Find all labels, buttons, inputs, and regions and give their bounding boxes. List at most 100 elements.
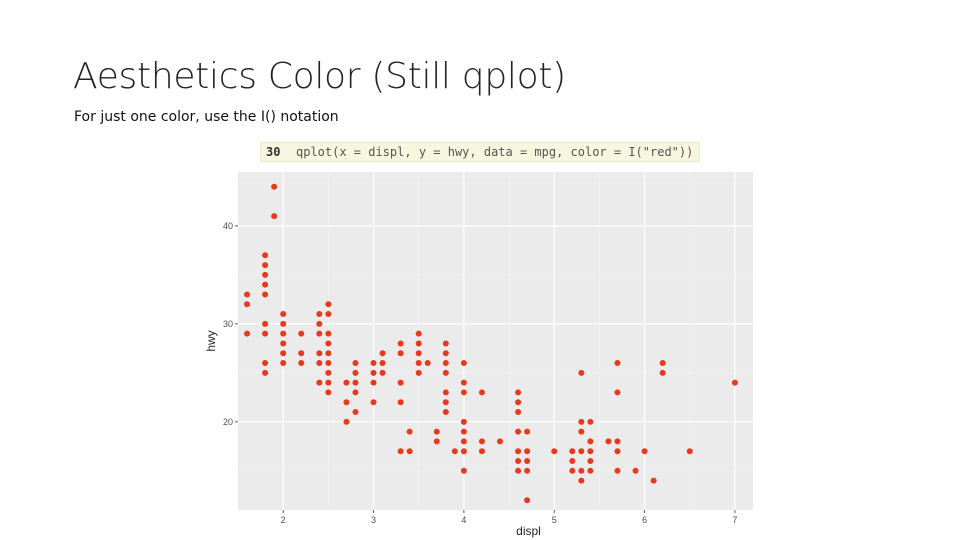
data-point bbox=[262, 291, 269, 298]
data-point bbox=[406, 428, 413, 435]
data-point bbox=[433, 428, 440, 435]
data-point bbox=[262, 360, 269, 367]
data-point bbox=[244, 291, 251, 298]
slide-title: Aesthetics Color (Still qplot) bbox=[73, 56, 566, 97]
data-point bbox=[524, 428, 531, 435]
data-point bbox=[316, 330, 323, 337]
data-point bbox=[397, 399, 404, 406]
data-point bbox=[316, 320, 323, 327]
x-tick-label: 5 bbox=[552, 515, 557, 525]
data-point bbox=[515, 409, 522, 416]
data-point bbox=[280, 360, 287, 367]
data-point bbox=[352, 360, 359, 367]
data-point bbox=[370, 379, 377, 386]
data-point bbox=[460, 418, 467, 425]
scatter-plot: 2 3 4 5 6 7 20 30 40 displ hwy bbox=[203, 162, 754, 540]
data-point bbox=[397, 448, 404, 455]
data-point bbox=[524, 497, 531, 504]
data-point bbox=[325, 301, 332, 308]
x-tick-label: 7 bbox=[732, 515, 737, 525]
data-point bbox=[316, 360, 323, 367]
data-point bbox=[442, 409, 449, 416]
data-point bbox=[415, 360, 422, 367]
data-point bbox=[325, 360, 332, 367]
data-point bbox=[280, 340, 287, 347]
data-point bbox=[244, 330, 251, 337]
data-point bbox=[731, 379, 738, 386]
x-tick-label: 3 bbox=[371, 515, 376, 525]
data-point bbox=[262, 369, 269, 376]
data-point bbox=[478, 448, 485, 455]
data-point bbox=[370, 360, 377, 367]
data-point bbox=[632, 467, 639, 474]
data-point bbox=[478, 389, 485, 396]
data-point bbox=[433, 438, 440, 445]
data-point bbox=[262, 330, 269, 337]
data-point bbox=[650, 477, 657, 484]
data-point bbox=[298, 330, 305, 337]
data-point bbox=[641, 448, 648, 455]
data-point bbox=[578, 467, 585, 474]
data-point bbox=[343, 399, 350, 406]
data-point bbox=[578, 369, 585, 376]
data-point bbox=[587, 458, 594, 465]
data-point bbox=[343, 379, 350, 386]
data-point bbox=[442, 399, 449, 406]
data-point bbox=[442, 350, 449, 357]
data-point bbox=[280, 330, 287, 337]
data-point bbox=[659, 369, 666, 376]
data-point bbox=[497, 438, 504, 445]
data-point bbox=[605, 438, 612, 445]
x-tick-label: 2 bbox=[281, 515, 286, 525]
data-point bbox=[352, 409, 359, 416]
code-line: 30 qplot(x = displ, y = hwy, data = mpg, … bbox=[260, 142, 700, 162]
data-point bbox=[262, 281, 269, 288]
data-point bbox=[343, 418, 350, 425]
data-point bbox=[515, 467, 522, 474]
data-point bbox=[271, 183, 278, 190]
data-point bbox=[352, 369, 359, 376]
data-point bbox=[280, 320, 287, 327]
data-point bbox=[370, 369, 377, 376]
data-point bbox=[524, 467, 531, 474]
data-point bbox=[316, 311, 323, 318]
y-tick-label: 40 bbox=[223, 221, 233, 231]
slide-subtitle: For just one color, use the I() notation bbox=[74, 109, 339, 125]
x-axis-title: displ bbox=[516, 524, 541, 538]
x-tick-label: 4 bbox=[461, 515, 466, 525]
data-point bbox=[397, 379, 404, 386]
data-point bbox=[460, 360, 467, 367]
data-point bbox=[442, 389, 449, 396]
data-point bbox=[262, 271, 269, 278]
data-point bbox=[686, 448, 693, 455]
data-point bbox=[460, 467, 467, 474]
data-point bbox=[397, 350, 404, 357]
data-point bbox=[379, 369, 386, 376]
data-point bbox=[460, 379, 467, 386]
data-point bbox=[415, 340, 422, 347]
data-point bbox=[271, 213, 278, 220]
data-point bbox=[325, 350, 332, 357]
data-point bbox=[379, 350, 386, 357]
data-point bbox=[451, 448, 458, 455]
data-point bbox=[515, 448, 522, 455]
data-point bbox=[515, 458, 522, 465]
data-point bbox=[578, 428, 585, 435]
data-point bbox=[524, 458, 531, 465]
data-point bbox=[325, 330, 332, 337]
data-point bbox=[569, 458, 576, 465]
data-point bbox=[352, 389, 359, 396]
data-point bbox=[578, 448, 585, 455]
data-point bbox=[325, 340, 332, 347]
data-point bbox=[244, 301, 251, 308]
data-point bbox=[370, 399, 377, 406]
data-point bbox=[280, 311, 287, 318]
data-point bbox=[551, 448, 558, 455]
data-point bbox=[325, 311, 332, 318]
data-point bbox=[478, 438, 485, 445]
data-point bbox=[316, 350, 323, 357]
data-point bbox=[659, 360, 666, 367]
data-point bbox=[442, 360, 449, 367]
data-point bbox=[415, 369, 422, 376]
data-point bbox=[280, 350, 287, 357]
